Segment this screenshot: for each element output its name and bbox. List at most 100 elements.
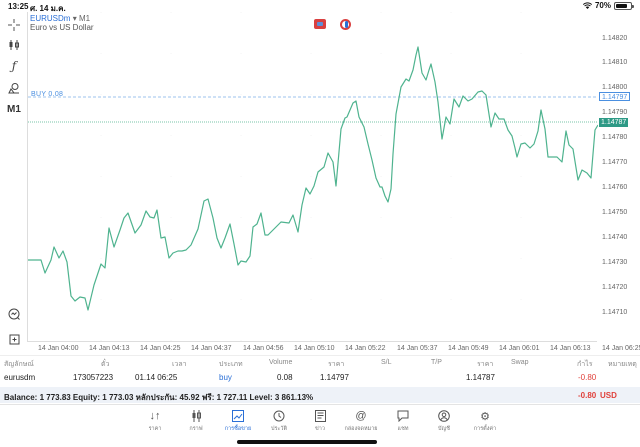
x-tick: 14 Jan 05:37: [397, 345, 438, 352]
col-open-price[interactable]: ราคา: [328, 361, 345, 368]
battery-percent: 70%: [594, 1, 611, 10]
timeframe-indicator: M1: [78, 14, 91, 23]
bottom-nav: ↓↑ ราคา กราฟ การซื้อขาย ประวัติ ข่าว @ ก…: [0, 404, 640, 447]
account-currency: USD: [600, 391, 617, 400]
col-ticket[interactable]: ตั๋ว: [101, 361, 110, 368]
nav-trade[interactable]: การซื้อขาย: [218, 409, 258, 433]
add-chart-button[interactable]: [4, 330, 24, 348]
col-current-price[interactable]: ราคา: [477, 361, 494, 368]
x-tick: 14 Jan 06:01: [499, 345, 540, 352]
y-tick: 1.14790: [602, 109, 628, 116]
history-icon: [272, 409, 286, 423]
timeframe-label: M1: [7, 103, 21, 115]
x-tick: 14 Jan 04:56: [243, 345, 284, 352]
y-tick: 1.14720: [602, 284, 628, 291]
position-profit: -0.80: [578, 373, 597, 382]
x-tick: 14 Jan 04:13: [89, 345, 130, 352]
timeframe-separator: ▾: [72, 14, 77, 23]
quotes-icon: ↓↑: [149, 410, 161, 422]
position-symbol: eurusdm: [4, 373, 36, 382]
y-tick: 1.14740: [602, 234, 628, 241]
symbol-description: Euro vs US Dollar: [30, 23, 94, 32]
y-tick: 1.14800: [602, 84, 628, 91]
account-summary: Balance: 1 773.83 Equity: 1 773.03 หลักป…: [0, 387, 640, 403]
objects-button[interactable]: [4, 79, 24, 97]
candlestick-icon: [189, 409, 203, 423]
col-profit[interactable]: กำไร: [577, 361, 593, 368]
col-time[interactable]: เวลา: [172, 361, 187, 368]
col-swap[interactable]: Swap: [511, 359, 529, 366]
position-type: buy: [219, 373, 232, 382]
y-tick: 1.14730: [602, 259, 628, 266]
chart-type-button[interactable]: [4, 36, 24, 54]
trade-chart-icon: [231, 409, 245, 423]
indicators-button[interactable]: ƒ: [4, 57, 24, 75]
battery-icon: [614, 1, 634, 10]
add-chart-icon: [9, 334, 19, 344]
nav-chat-label: แชท: [397, 426, 409, 432]
nav-quotes-label: ราคา: [148, 426, 162, 432]
x-tick: 14 Jan 04:25: [140, 345, 181, 352]
nav-news[interactable]: ข่าว: [300, 409, 340, 433]
candlestick-icon: [9, 40, 19, 50]
x-tick: 14 Jan 05:49: [448, 345, 489, 352]
position-row[interactable]: eurusdm 173057223 01.14 06:25 buy 0.08 1…: [0, 369, 640, 387]
zoom-chart-icon: [8, 308, 20, 320]
y-tick: 1.14710: [602, 309, 628, 316]
account-icon: [437, 409, 451, 423]
col-comment[interactable]: หมายเหตุ: [608, 361, 637, 368]
price-line-chart[interactable]: [28, 12, 598, 342]
nav-quotes[interactable]: ↓↑ ราคา: [135, 409, 175, 433]
symbol-name[interactable]: EURUSDm: [30, 14, 71, 23]
col-tp[interactable]: T/P: [431, 359, 442, 366]
col-symbol[interactable]: สัญลักษณ์: [4, 361, 34, 368]
x-tick: 14 Jan 05:22: [345, 345, 386, 352]
position-volume: 0.08: [277, 373, 293, 382]
position-time: 01.14 06:25: [135, 373, 178, 382]
chat-icon: [396, 409, 410, 423]
price-polyline: [28, 46, 598, 311]
crosshair-button[interactable]: [4, 16, 24, 34]
nav-history-label: ประวัติ: [270, 426, 288, 432]
trade-table-header: สัญลักษณ์ ตั๋ว เวลา ประเภท Volume ราคา S…: [0, 355, 640, 369]
y-tick: 1.14770: [602, 159, 628, 166]
nav-accounts-label: บัญชี: [438, 426, 450, 432]
news-icon: [313, 409, 327, 423]
one-click-trading-icon[interactable]: [314, 19, 326, 29]
y-tick: 1.14760: [602, 184, 628, 191]
order-line-label[interactable]: BUY 0.08: [31, 91, 64, 98]
col-sl[interactable]: S/L: [381, 359, 392, 366]
bid-price-tag: 1.14787: [599, 118, 629, 127]
nav-trade-label: การซื้อขาย: [224, 426, 252, 432]
nav-settings[interactable]: ⚙ การตั้งค่า: [465, 409, 505, 433]
nav-news-label: ข่าว: [315, 426, 325, 432]
x-tick: 14 Jan 06:13: [550, 345, 591, 352]
nav-mailbox[interactable]: @ กล่องจดหมาย: [341, 409, 381, 433]
price-chart[interactable]: [27, 12, 598, 342]
position-open-price: 1.14797: [320, 373, 349, 382]
time-axis: 14 Jan 04:00 14 Jan 04:13 14 Jan 04:25 1…: [27, 343, 640, 355]
col-type[interactable]: ประเภท: [219, 361, 243, 368]
x-tick: 14 Jan 06:25: [602, 345, 640, 352]
position-current-price: 1.14787: [466, 373, 495, 382]
nav-accounts[interactable]: บัญชี: [424, 409, 464, 433]
col-volume[interactable]: Volume: [269, 359, 293, 366]
crosshair-icon: [8, 19, 20, 31]
status-date: ศ. 14 ม.ค.: [30, 4, 66, 13]
y-tick: 1.14780: [602, 134, 628, 141]
status-time: 13:25: [8, 2, 29, 11]
nav-mailbox-label: กล่องจดหมาย: [344, 426, 378, 432]
trade-panel-toggle-icon[interactable]: [340, 19, 351, 30]
symbol-title[interactable]: EURUSDm ▾ M1: [30, 14, 90, 23]
home-indicator[interactable]: [237, 440, 377, 444]
nav-chat[interactable]: แชท: [383, 409, 423, 433]
total-profit: -0.80: [578, 391, 597, 400]
chart-controls: [314, 19, 351, 30]
nav-history[interactable]: ประวัติ: [259, 409, 299, 433]
nav-charts[interactable]: กราฟ: [176, 409, 216, 433]
x-tick: 14 Jan 04:00: [38, 345, 79, 352]
zoom-chart-button[interactable]: [4, 305, 24, 323]
objects-icon: [8, 83, 19, 94]
timeframe-button[interactable]: M1: [4, 100, 24, 118]
y-tick: 1.14750: [602, 209, 628, 216]
